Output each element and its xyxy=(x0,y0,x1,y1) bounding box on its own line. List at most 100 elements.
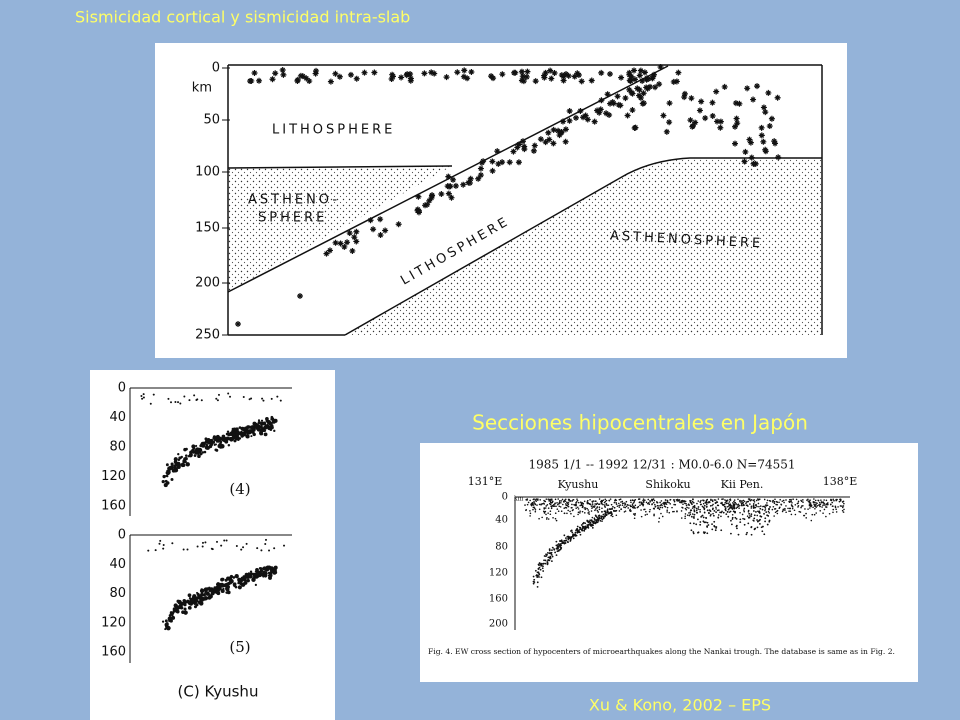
hypocenter xyxy=(800,499,802,502)
hypocenter xyxy=(537,563,540,566)
hypocenter xyxy=(678,499,681,501)
star xyxy=(480,158,487,165)
hypocenter xyxy=(529,499,531,502)
hypocenter xyxy=(802,504,804,507)
hypocenter xyxy=(832,498,835,501)
hypocenter xyxy=(227,443,231,447)
hypocenter xyxy=(588,511,590,513)
hypocenter xyxy=(250,397,253,400)
star xyxy=(713,88,720,95)
hypocenter xyxy=(586,502,589,505)
hypocenter xyxy=(526,503,529,506)
hypocenter xyxy=(768,499,771,502)
hypocenter xyxy=(778,501,780,504)
hypocenter xyxy=(730,532,732,535)
hypocenter xyxy=(688,514,691,517)
hypocenter xyxy=(563,507,566,509)
star xyxy=(454,69,461,76)
hypocenter xyxy=(567,503,570,506)
hypocenter xyxy=(759,505,762,507)
hypocenter xyxy=(720,502,722,504)
hypocenter xyxy=(725,502,728,505)
star xyxy=(452,182,459,189)
hypocenter xyxy=(571,503,573,506)
hypocenter xyxy=(774,507,777,510)
hypocenter xyxy=(699,523,702,526)
hypocenter xyxy=(760,526,763,529)
hypocenter xyxy=(828,512,831,515)
hypocenter xyxy=(648,510,651,513)
hypocenter xyxy=(790,513,793,516)
hypocenter xyxy=(640,515,643,518)
hypocenter xyxy=(771,508,774,511)
hypocenter xyxy=(548,500,550,502)
hypocenter xyxy=(747,510,750,513)
hypocenter xyxy=(233,584,237,587)
hypocenter xyxy=(838,500,841,503)
hypocenter xyxy=(204,437,208,441)
hypocenter xyxy=(542,562,545,565)
hypocenter xyxy=(531,501,534,504)
star xyxy=(326,247,333,254)
hypocenter xyxy=(552,516,554,519)
hypocenter xyxy=(759,507,762,510)
hypocenter xyxy=(577,511,580,514)
hypocenter xyxy=(740,503,743,506)
hypocenter xyxy=(187,593,192,598)
hypocenter xyxy=(739,521,742,524)
hypocenter xyxy=(809,499,811,501)
hypocenter xyxy=(256,425,261,430)
hypocenter xyxy=(795,498,798,501)
hypocenter xyxy=(705,517,708,519)
hypocenter xyxy=(571,506,573,509)
hypocenter xyxy=(713,525,716,527)
hypocenter xyxy=(265,572,268,575)
hypocenter xyxy=(582,521,585,524)
hypocenter xyxy=(549,556,552,559)
hypocenter xyxy=(551,500,554,503)
hypocenter xyxy=(704,521,707,524)
hypocenter xyxy=(785,499,787,501)
hypocenter xyxy=(713,520,716,523)
hypocenter xyxy=(724,501,727,504)
hypocenter xyxy=(654,503,656,506)
hypocenter xyxy=(560,500,563,502)
hypocenter xyxy=(766,523,769,526)
hypocenter xyxy=(661,504,663,507)
hypocenter xyxy=(810,505,812,508)
hypocenter xyxy=(177,458,181,462)
hypocenter xyxy=(260,549,263,552)
hypocenter xyxy=(757,502,760,505)
star xyxy=(545,129,552,136)
star xyxy=(698,98,705,105)
hypocenter xyxy=(830,499,833,501)
hypocenter xyxy=(631,504,634,507)
hypocenter xyxy=(692,532,695,535)
star xyxy=(717,118,724,125)
hypocenter xyxy=(188,399,191,402)
hypocenter xyxy=(693,505,696,508)
hypocenter xyxy=(815,502,817,504)
hypocenter xyxy=(785,505,787,507)
hypocenter xyxy=(799,511,802,513)
hypocenter xyxy=(646,513,648,516)
hypocenter xyxy=(562,541,564,544)
hypocenter xyxy=(819,509,822,512)
depth-tick-label: 0 xyxy=(118,528,126,543)
hypocenter xyxy=(707,524,710,526)
hypocenter xyxy=(266,424,270,428)
hypocenter xyxy=(182,459,186,462)
hypocenter xyxy=(824,504,826,506)
figure-2 xyxy=(90,370,335,720)
star xyxy=(717,124,724,131)
hypocenter xyxy=(740,504,743,507)
hypocenter xyxy=(573,515,575,518)
hypocenter xyxy=(247,572,251,575)
hypocenter xyxy=(691,513,694,515)
figure-3-header: 1985 1/1 -- 1992 12/31 : M0.0-6.0 N=7455… xyxy=(528,458,795,472)
star xyxy=(541,72,548,79)
hypocenter xyxy=(548,549,551,552)
hypocenter xyxy=(609,508,612,511)
hypocenter xyxy=(813,501,816,503)
hypocenter xyxy=(738,507,740,509)
